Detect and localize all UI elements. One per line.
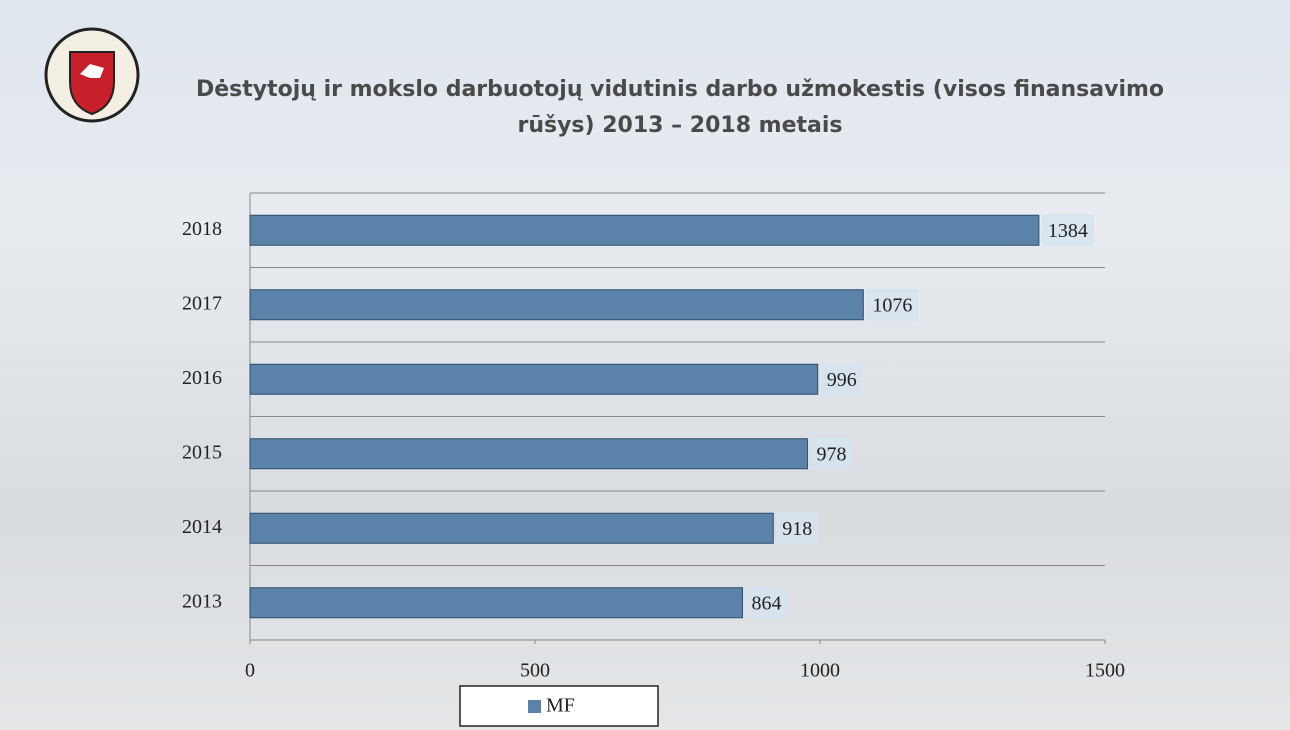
chart-title: Dėstytojų ir mokslo darbuotojų vidutinis… xyxy=(180,72,1180,144)
bar xyxy=(250,588,742,618)
x-tick-label: 1000 xyxy=(800,660,840,682)
bar xyxy=(250,439,807,469)
page: 0 500 1000 1500 2018 1384 2017 1076 2016 996 2015 9… xyxy=(0,0,1290,730)
bar xyxy=(250,290,863,320)
bar xyxy=(250,513,773,543)
legend-swatch xyxy=(528,700,541,713)
x-tick-label: 500 xyxy=(520,660,550,682)
logo xyxy=(46,29,138,121)
data-label: 1384 xyxy=(1048,220,1088,242)
y-tick-label: 2017 xyxy=(182,292,222,314)
data-label: 864 xyxy=(751,592,781,614)
y-tick-label: 2016 xyxy=(182,367,222,389)
data-label: 1076 xyxy=(872,294,912,316)
data-label: 996 xyxy=(827,369,857,391)
y-tick-label: 2014 xyxy=(182,516,222,538)
bar xyxy=(250,215,1039,245)
bar xyxy=(250,364,818,394)
y-tick-label: 2018 xyxy=(182,218,222,240)
legend-label: MF xyxy=(546,695,575,717)
y-tick-label: 2015 xyxy=(182,441,222,463)
y-tick-label: 2013 xyxy=(182,590,222,612)
x-tick-label: 0 xyxy=(245,660,255,682)
data-label: 978 xyxy=(816,443,846,465)
x-tick-label: 1500 xyxy=(1085,660,1125,682)
data-label: 918 xyxy=(782,518,812,540)
